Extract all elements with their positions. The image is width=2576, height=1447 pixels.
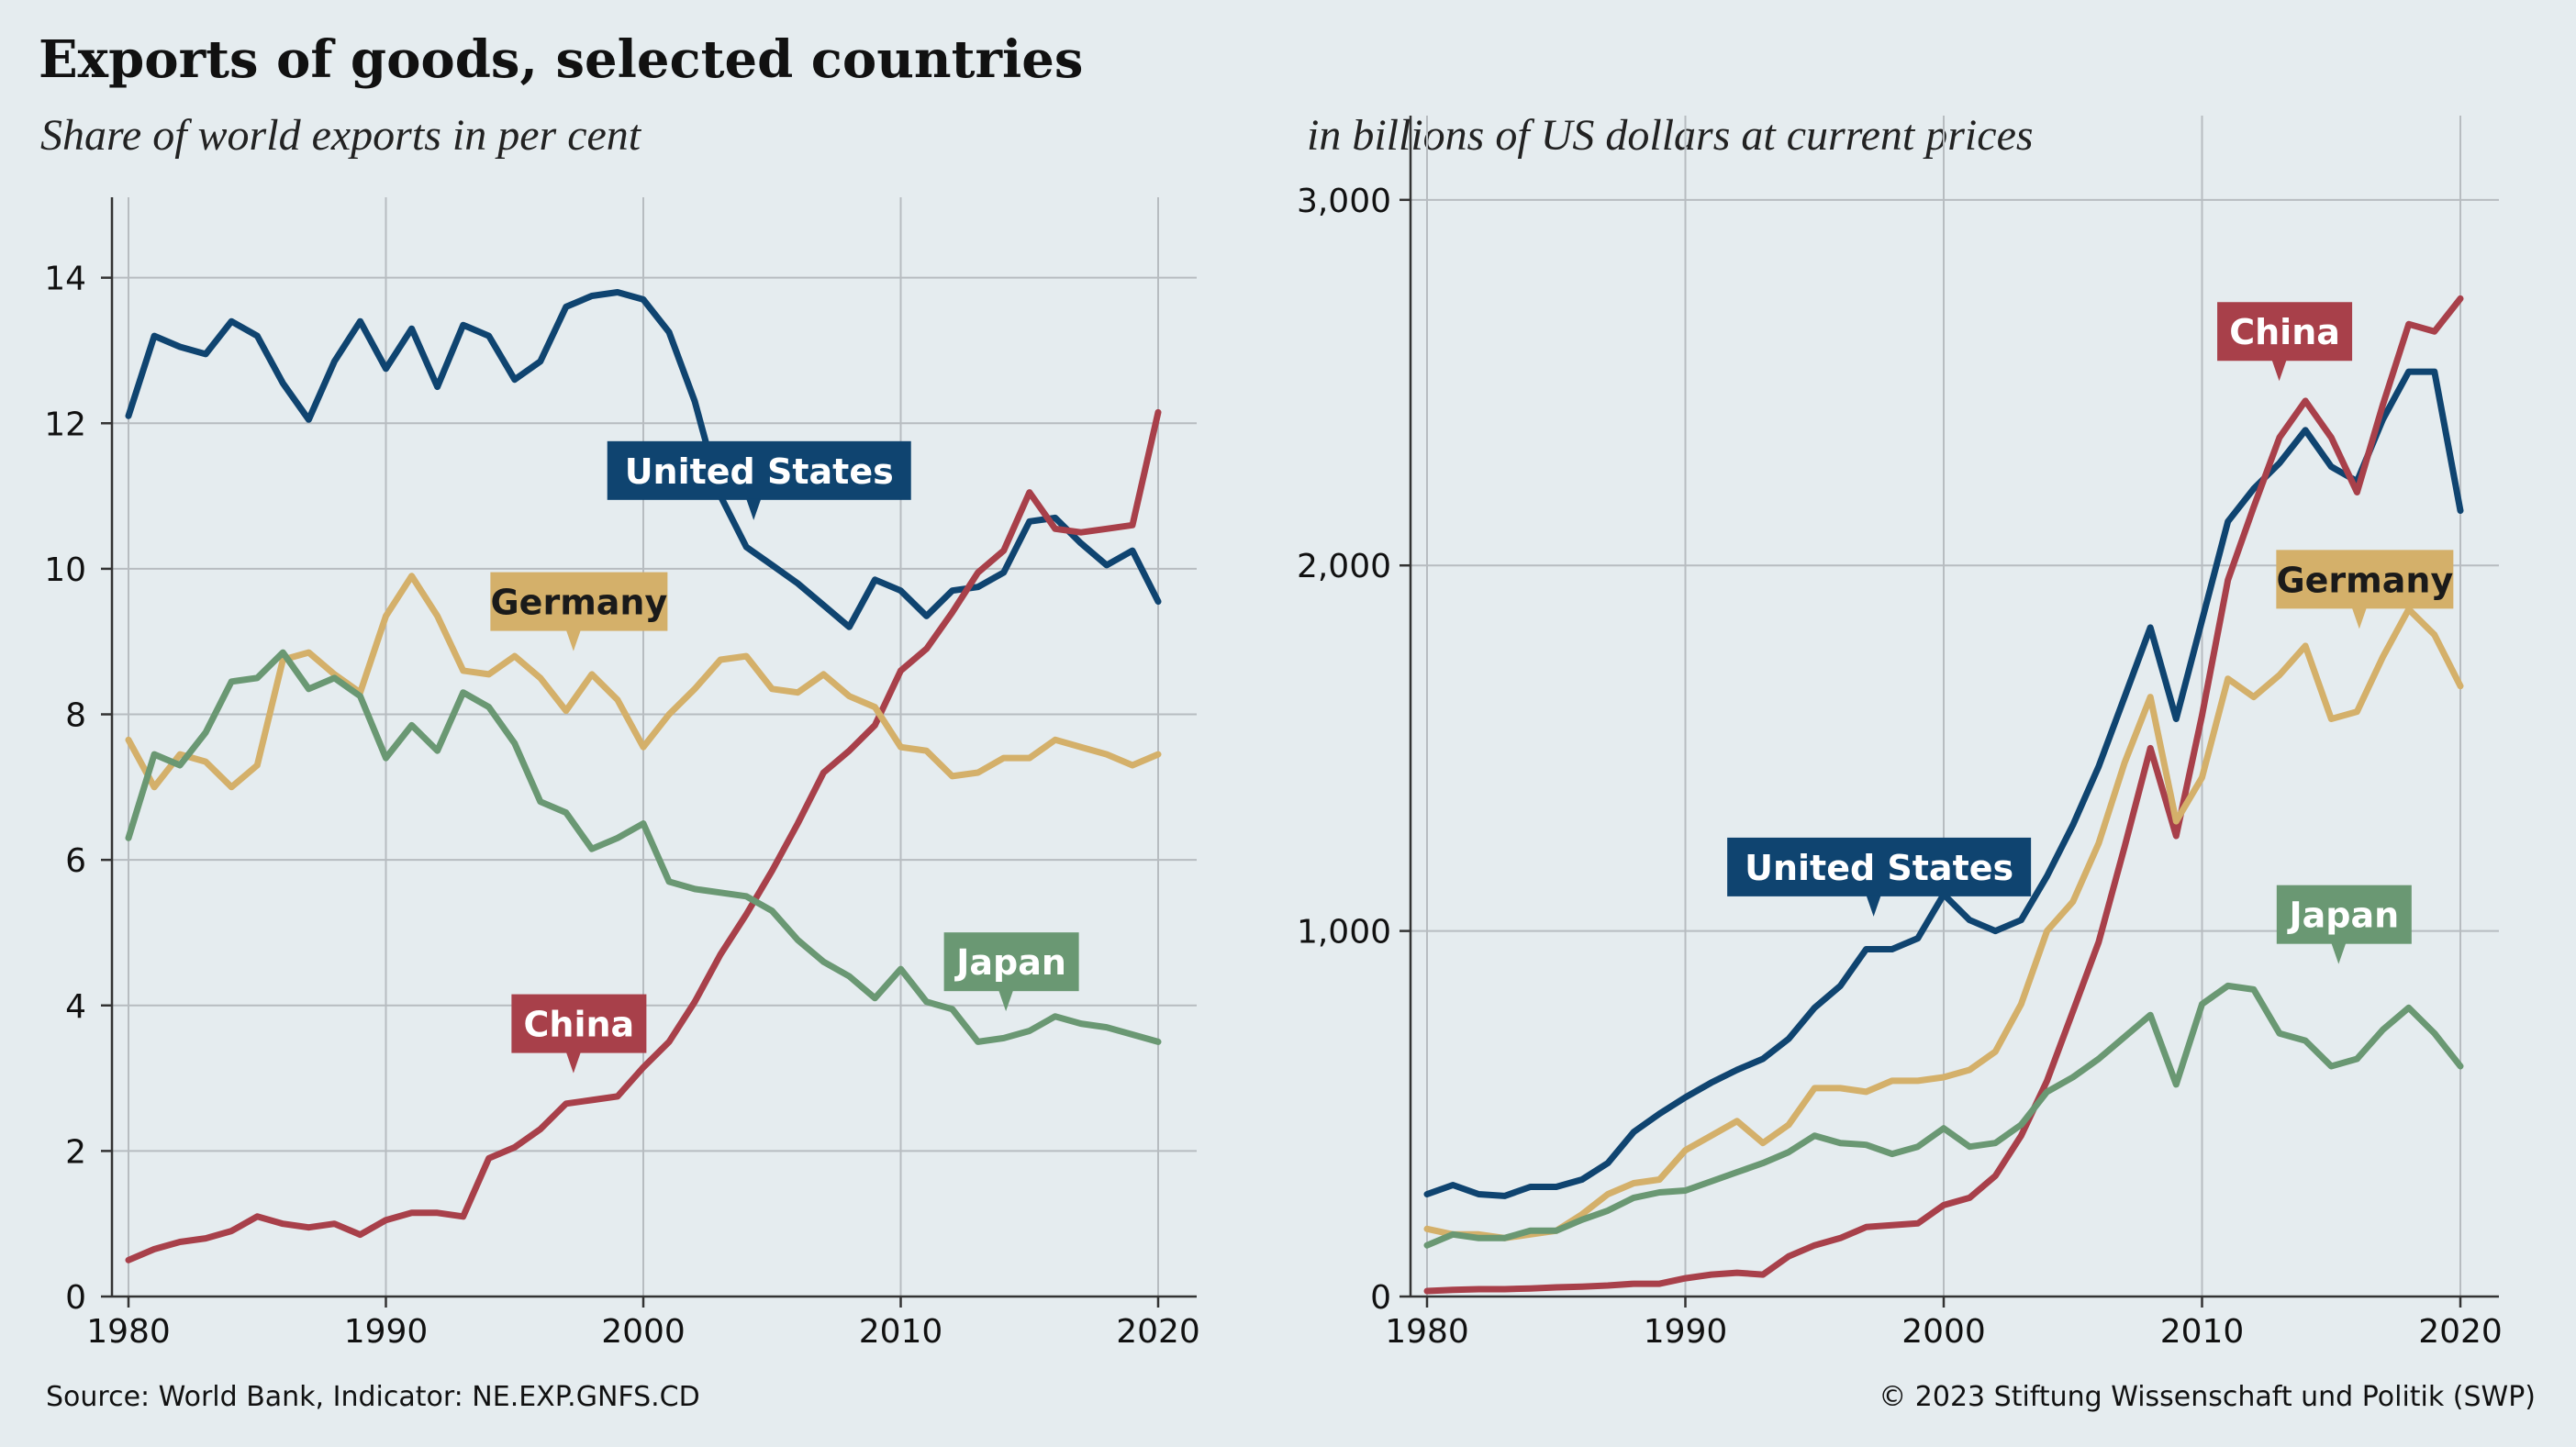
right-label-box-germany bbox=[2276, 550, 2454, 609]
left-ytick-label-4: 4 bbox=[65, 988, 86, 1026]
left-label-china: China bbox=[511, 994, 647, 1074]
right-label-text-china: China bbox=[2229, 312, 2340, 352]
left-label-text-united-states: United States bbox=[625, 451, 894, 492]
left-label-japan: Japan bbox=[943, 932, 1079, 1012]
left-line-germany bbox=[125, 573, 1162, 791]
left-label-box-china bbox=[511, 994, 647, 1053]
left-ytick-label-10: 10 bbox=[44, 551, 86, 589]
right-label-text-germany: Germany bbox=[2276, 560, 2453, 600]
right-label-japan: Japan bbox=[2276, 885, 2412, 964]
right-label-box-japan bbox=[2276, 885, 2412, 944]
right-ytick-label-2000: 2,000 bbox=[1297, 548, 1391, 585]
left-line-japan bbox=[125, 649, 1162, 1045]
right-xtick-label-1980: 1980 bbox=[1385, 1313, 1469, 1351]
right-gridlines bbox=[1411, 116, 2499, 1297]
right-label-box-china bbox=[2217, 302, 2353, 362]
right-line-china bbox=[1423, 295, 2464, 1295]
left-ytick-label-12: 12 bbox=[44, 406, 86, 443]
left-xtick-label-2010: 2010 bbox=[859, 1313, 943, 1351]
left-ytick-label-0: 0 bbox=[65, 1279, 86, 1317]
left-label-united-states: United States bbox=[607, 440, 911, 520]
chart-title: Exports of goods, selected countries bbox=[39, 29, 1084, 90]
left-ytick-label-6: 6 bbox=[65, 842, 86, 880]
left-xtick-label-2000: 2000 bbox=[601, 1313, 686, 1351]
left-line-china bbox=[125, 408, 1162, 1263]
left-xtick-label-2020: 2020 bbox=[1116, 1313, 1200, 1351]
right-label-united-states: United States bbox=[1727, 837, 2032, 917]
right-xtick-label-2000: 2000 bbox=[1901, 1313, 1986, 1351]
left-line-united-states bbox=[125, 289, 1162, 630]
left-label-pointer-china bbox=[565, 1052, 581, 1074]
left-label-pointer-germany bbox=[565, 629, 581, 651]
right-ytick-label-3000: 3,000 bbox=[1297, 183, 1391, 220]
left-label-text-china: China bbox=[524, 1005, 635, 1045]
right-ytick-label-1000: 1,000 bbox=[1297, 914, 1391, 952]
share-of-world-exports-chart: 0 2 4 6 8 10 12 14 1980 1990 2000 2010 2020 United St… bbox=[44, 197, 1200, 1351]
left-xtick-label-1980: 1980 bbox=[86, 1313, 171, 1351]
left-label-box-japan bbox=[943, 932, 1079, 992]
left-label-text-japan: Japan bbox=[953, 942, 1066, 983]
right-label-pointer-united-states bbox=[1866, 895, 1881, 917]
right-xtick-label-2020: 2020 bbox=[2418, 1313, 2503, 1351]
right-label-china: China bbox=[2217, 302, 2353, 382]
right-label-box-united-states bbox=[1727, 837, 2032, 896]
left-label-pointer-japan bbox=[998, 990, 1014, 1012]
left-ytick-label-2: 2 bbox=[65, 1133, 86, 1171]
left-label-germany: Germany bbox=[490, 572, 668, 651]
right-xtick-label-2010: 2010 bbox=[2160, 1313, 2245, 1351]
left-xtick-label-1990: 1990 bbox=[344, 1313, 429, 1351]
left-ytick-label-14: 14 bbox=[44, 261, 86, 298]
exports-billions-usd-chart: 0 1,000 2,000 3,000 1980 1990 2000 2010 2020 Unit… bbox=[1297, 116, 2503, 1351]
right-label-pointer-japan bbox=[2331, 942, 2347, 964]
copyright-note: © 2023 Stiftung Wissenschaft und Politik… bbox=[1879, 1381, 2536, 1413]
left-label-pointer-united-states bbox=[746, 498, 762, 520]
source-note: Source: World Bank, Indicator: NE.EXP.GN… bbox=[46, 1381, 700, 1413]
right-label-pointer-germany bbox=[2351, 607, 2367, 629]
left-label-text-germany: Germany bbox=[490, 583, 667, 623]
left-chart-subtitle: Share of world exports in per cent bbox=[40, 111, 641, 160]
right-label-germany: Germany bbox=[2276, 550, 2453, 629]
right-ytick-label-0: 0 bbox=[1370, 1279, 1391, 1317]
left-label-box-united-states bbox=[607, 440, 911, 500]
right-label-text-japan: Japan bbox=[2286, 896, 2399, 936]
left-label-box-germany bbox=[490, 572, 668, 631]
right-xtick-label-1990: 1990 bbox=[1644, 1313, 1728, 1351]
right-label-text-united-states: United States bbox=[1745, 848, 2013, 888]
right-line-germany bbox=[1423, 606, 2464, 1241]
left-ytick-label-8: 8 bbox=[65, 697, 86, 735]
right-label-pointer-china bbox=[2271, 360, 2287, 382]
right-line-japan bbox=[1423, 982, 2464, 1249]
